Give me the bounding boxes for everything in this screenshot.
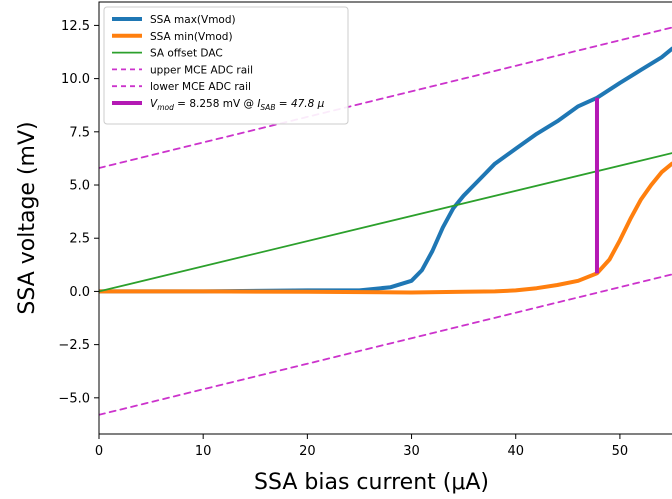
legend-label-4: lower MCE ADC rail — [150, 81, 251, 93]
series-layer — [99, 26, 672, 416]
y-tick-label: 5.0 — [69, 179, 90, 194]
x-axis-label: SSA bias current (μA) — [254, 470, 489, 495]
legend-label-2: SA offset DAC — [150, 48, 223, 60]
y-tick-label: 0.0 — [69, 285, 90, 300]
series-line-2 — [99, 152, 672, 293]
series-line-3 — [99, 26, 672, 169]
legend-label-3: upper MCE ADC rail — [150, 64, 253, 76]
x-tick-label: 30 — [403, 444, 420, 459]
series-line-1 — [99, 161, 672, 295]
legend-label-5: Vmod = 8.258 mV @ ISAB = 47.8 μ — [150, 98, 325, 112]
series-line-4 — [99, 273, 672, 416]
y-tick-label: 10.0 — [61, 72, 90, 87]
x-tick-label: 50 — [612, 444, 629, 459]
y-tick-label: 12.5 — [61, 19, 90, 34]
y-tick-label: 2.5 — [69, 232, 90, 247]
plot-frame — [98, 1, 672, 435]
y-tick-label: −5.0 — [58, 391, 90, 406]
y-axis-label: SSA voltage (mV) — [15, 121, 40, 314]
ticks-layer: 0 10 20 30 40 50 −5.0 −2.5 0.0 2.5 5.0 7.5 10.0 12.5 — [58, 19, 628, 459]
legend-items: SSA max(Vmod) SSA min(Vmod) SA offset DAC u… — [112, 14, 325, 112]
x-tick-label: 40 — [507, 444, 524, 459]
legend-box — [103, 6, 349, 125]
legend-label-1: SSA min(Vmod) — [150, 31, 233, 43]
x-tick-label: 10 — [195, 444, 212, 459]
y-tick-label: −2.5 — [58, 338, 90, 353]
x-tick-label: 20 — [299, 444, 316, 459]
x-tick-label: 0 — [95, 444, 103, 459]
y-tick-label: 7.5 — [69, 125, 90, 140]
legend: SSA max(Vmod) SSA min(Vmod) SA offset DAC u… — [103, 6, 349, 125]
series-line-0 — [99, 46, 672, 294]
legend-label-0: SSA max(Vmod) — [150, 14, 236, 26]
